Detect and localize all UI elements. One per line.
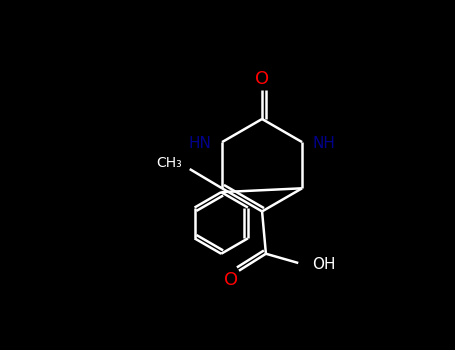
Text: O: O — [255, 70, 269, 88]
Text: NH: NH — [313, 136, 336, 151]
Text: OH: OH — [312, 257, 336, 272]
Text: CH₃: CH₃ — [156, 156, 182, 170]
Text: O: O — [224, 271, 238, 289]
Text: HN: HN — [188, 136, 211, 151]
